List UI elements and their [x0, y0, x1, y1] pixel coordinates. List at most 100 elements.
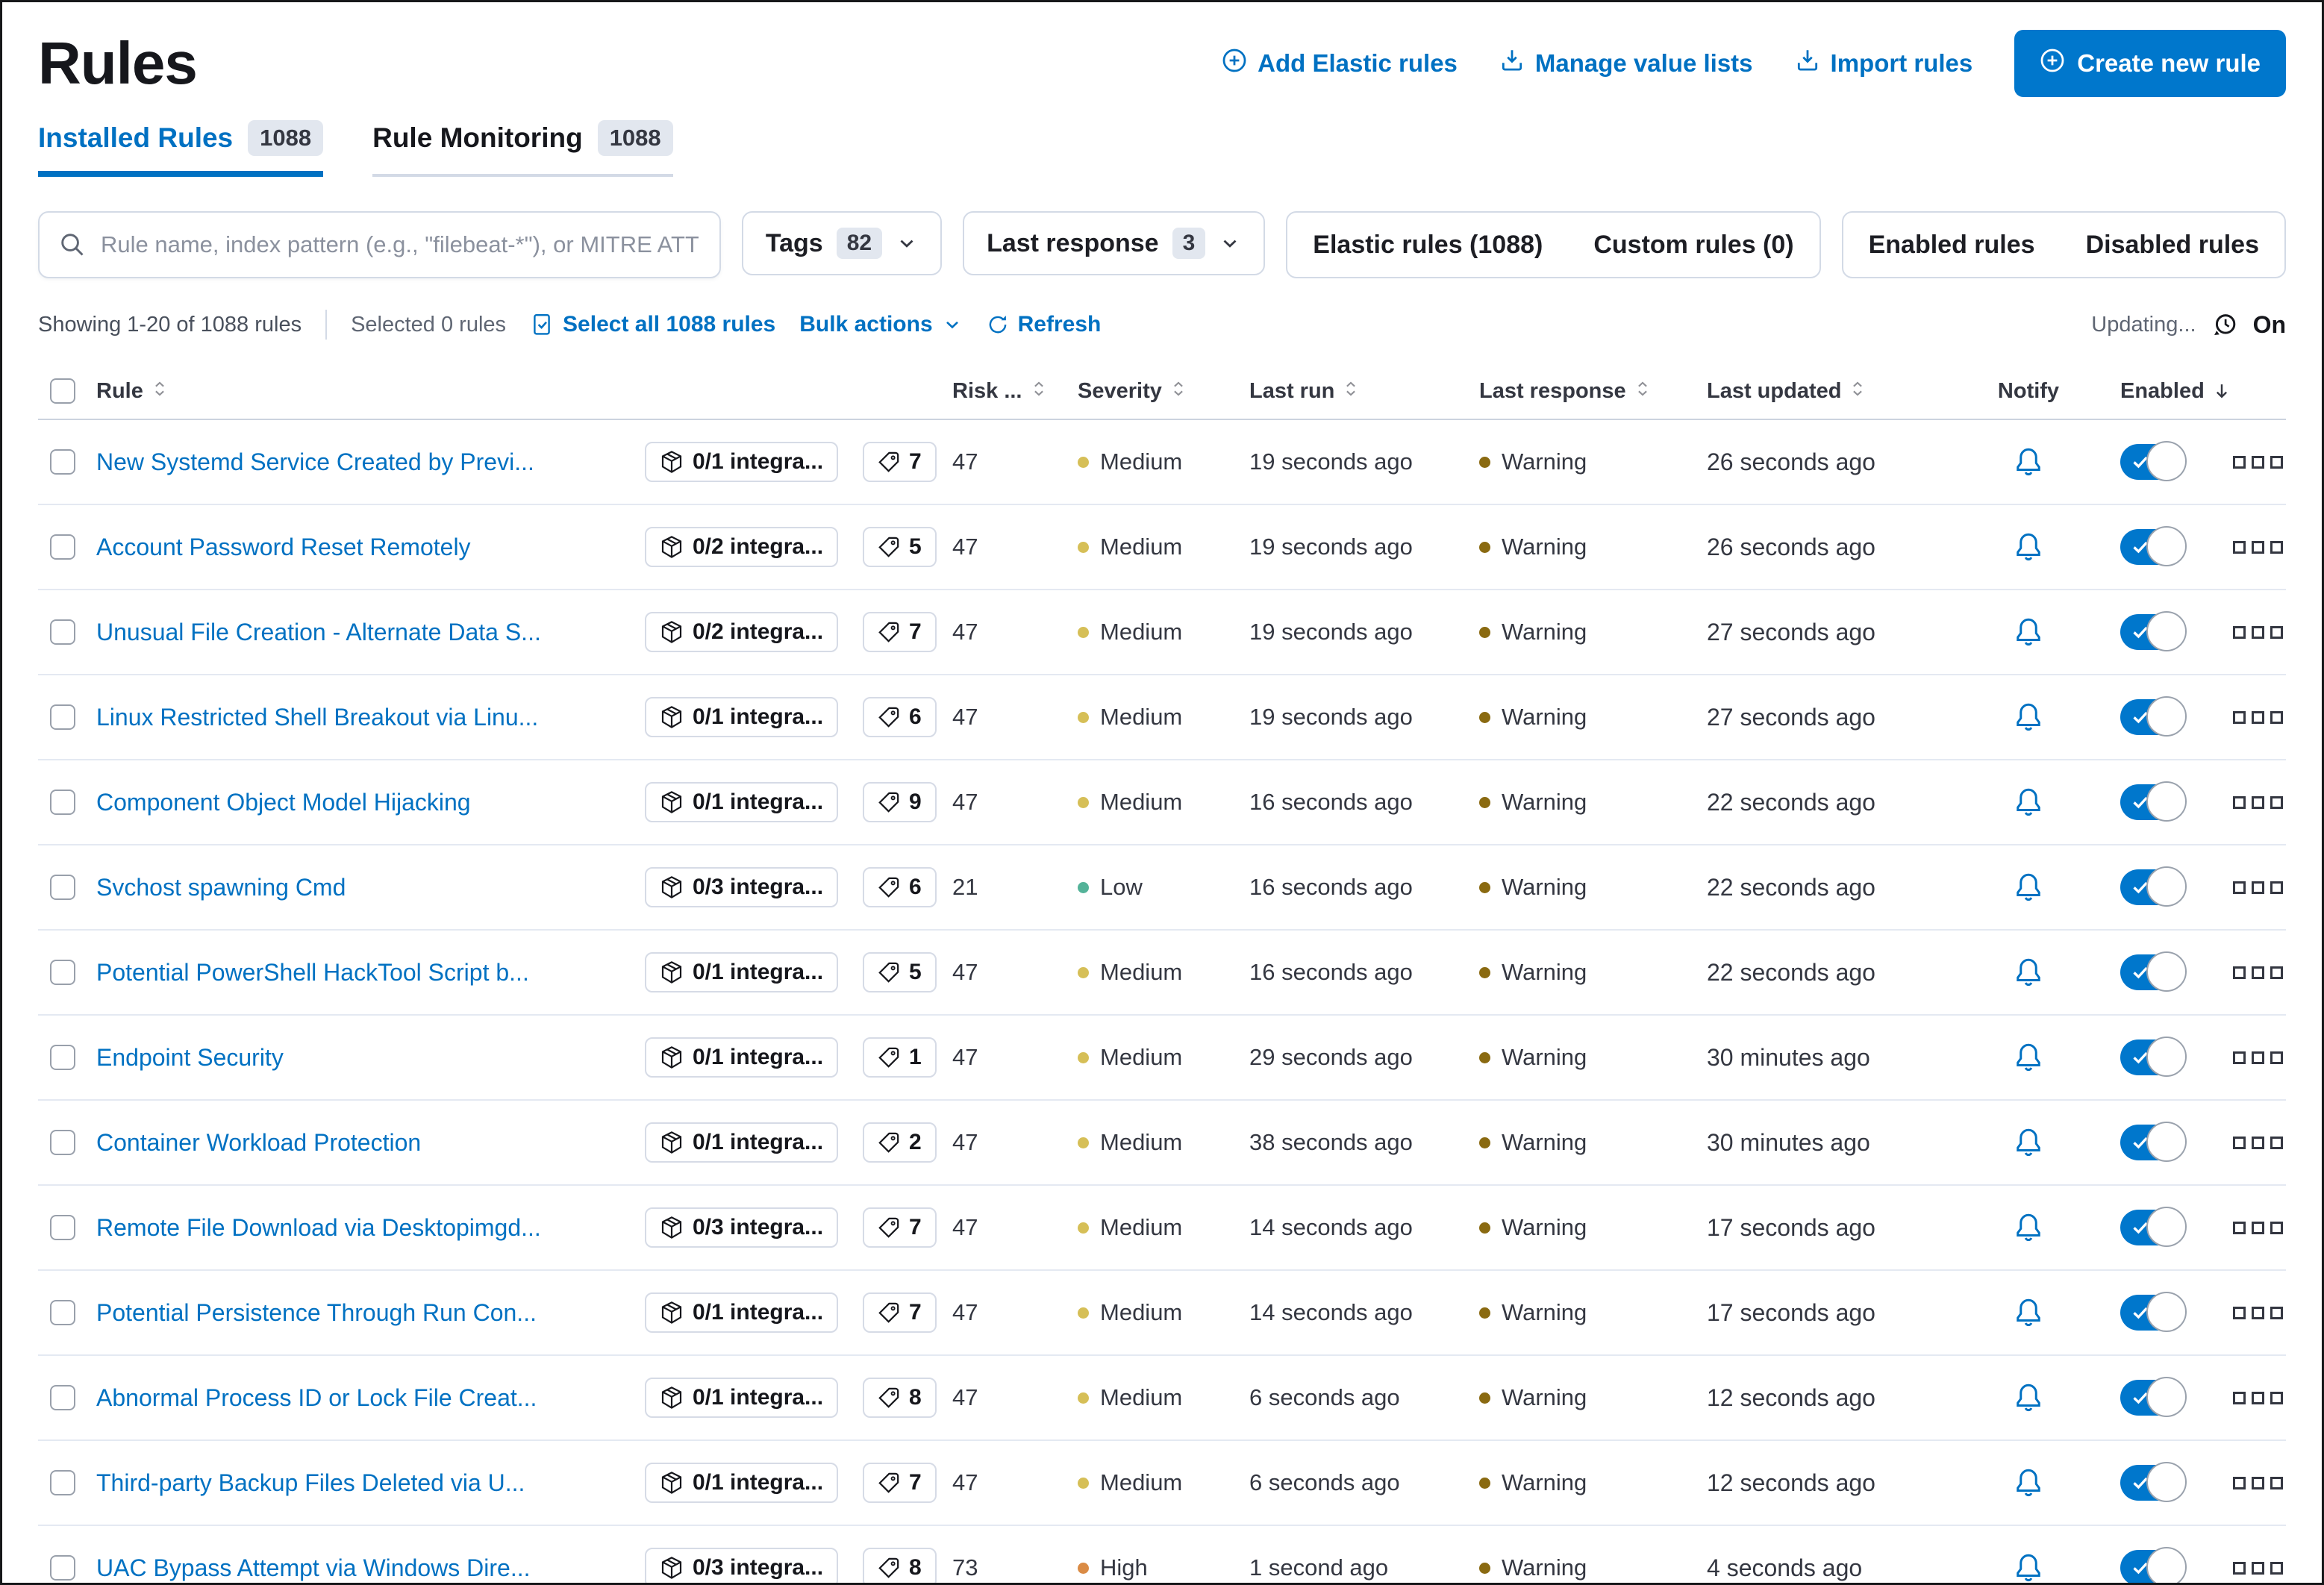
- add-elastic-rules-link[interactable]: Add Elastic rules: [1222, 48, 1458, 79]
- row-actions-button[interactable]: [2233, 966, 2283, 979]
- bulk-actions-button[interactable]: Bulk actions: [799, 312, 962, 337]
- enabled-toggle[interactable]: [2120, 441, 2187, 481]
- last-response-filter-button[interactable]: Last response 3: [963, 211, 1266, 275]
- column-header-risk-score[interactable]: Risk ...: [939, 379, 1064, 404]
- row-checkbox[interactable]: [50, 1555, 75, 1581]
- integrations-badge[interactable]: 0/3 integra...: [645, 867, 839, 907]
- search-input[interactable]: [99, 231, 700, 259]
- integrations-badge[interactable]: 0/3 integra...: [645, 1548, 839, 1583]
- select-all-rules-link[interactable]: Select all 1088 rules: [530, 312, 775, 337]
- row-checkbox[interactable]: [50, 1470, 75, 1495]
- rule-name-link[interactable]: Remote File Download via Desktopimgd...: [96, 1213, 541, 1241]
- tags-badge[interactable]: 5: [863, 527, 937, 567]
- tags-badge[interactable]: 7: [863, 612, 937, 652]
- tags-filter-button[interactable]: Tags 82: [741, 211, 943, 275]
- row-checkbox[interactable]: [50, 1215, 75, 1240]
- integrations-badge[interactable]: 0/1 integra...: [645, 952, 839, 992]
- row-checkbox[interactable]: [50, 534, 75, 560]
- row-actions-button[interactable]: [2233, 1051, 2283, 1064]
- rule-name-link[interactable]: Abnormal Process ID or Lock File Creat..…: [96, 1384, 537, 1411]
- column-header-enabled[interactable]: Enabled: [2095, 379, 2238, 404]
- rule-name-link[interactable]: Third-party Backup Files Deleted via U..…: [96, 1469, 525, 1496]
- rule-name-link[interactable]: Container Workload Protection: [96, 1128, 422, 1156]
- tags-badge[interactable]: 9: [863, 782, 937, 822]
- enabled-rules-filter-button[interactable]: Enabled rules: [1843, 213, 2061, 277]
- enabled-toggle[interactable]: [2120, 1377, 2187, 1417]
- rule-name-link[interactable]: Component Object Model Hijacking: [96, 788, 471, 816]
- enabled-toggle[interactable]: [2120, 1122, 2187, 1162]
- elastic-rules-filter-button[interactable]: Elastic rules (1088): [1287, 213, 1568, 277]
- row-checkbox[interactable]: [50, 704, 75, 730]
- rule-name-link[interactable]: Potential Persistence Through Run Con...: [96, 1298, 537, 1326]
- row-actions-button[interactable]: [2233, 1221, 2283, 1234]
- custom-rules-filter-button[interactable]: Custom rules (0): [1568, 213, 1819, 277]
- rule-name-link[interactable]: Linux Restricted Shell Breakout via Linu…: [96, 703, 539, 731]
- column-header-last-response[interactable]: Last response: [1466, 379, 1693, 404]
- tags-badge[interactable]: 8: [863, 1548, 937, 1583]
- tab-rule-monitoring[interactable]: Rule Monitoring 1088: [372, 120, 673, 177]
- column-header-last-run[interactable]: Last run: [1236, 379, 1466, 404]
- tab-installed-rules[interactable]: Installed Rules 1088: [38, 120, 324, 177]
- integrations-badge[interactable]: 0/1 integra...: [645, 1292, 839, 1333]
- disabled-rules-filter-button[interactable]: Disabled rules: [2061, 213, 2284, 277]
- tags-badge[interactable]: 5: [863, 952, 937, 992]
- enabled-toggle[interactable]: [2120, 1292, 2187, 1332]
- tags-badge[interactable]: 7: [863, 442, 937, 482]
- row-checkbox[interactable]: [50, 1045, 75, 1070]
- tags-badge[interactable]: 7: [863, 1207, 937, 1248]
- row-checkbox[interactable]: [50, 790, 75, 815]
- enabled-toggle[interactable]: [2120, 951, 2187, 992]
- integrations-badge[interactable]: 0/1 integra...: [645, 442, 839, 482]
- column-header-rule[interactable]: Rule: [84, 379, 633, 404]
- enabled-toggle[interactable]: [2120, 1207, 2187, 1247]
- row-actions-button[interactable]: [2233, 1476, 2283, 1489]
- manage-value-lists-link[interactable]: Manage value lists: [1499, 48, 1753, 79]
- tags-badge[interactable]: 8: [863, 1378, 937, 1418]
- integrations-badge[interactable]: 0/2 integra...: [645, 612, 839, 652]
- integrations-badge[interactable]: 0/1 integra...: [645, 697, 839, 737]
- enabled-toggle[interactable]: [2120, 611, 2187, 651]
- row-actions-button[interactable]: [2233, 1391, 2283, 1404]
- tags-badge[interactable]: 7: [863, 1463, 937, 1503]
- rule-name-link[interactable]: Unusual File Creation - Alternate Data S…: [96, 618, 541, 645]
- enabled-toggle[interactable]: [2120, 781, 2187, 822]
- import-rules-link[interactable]: Import rules: [1795, 48, 1972, 79]
- refresh-button[interactable]: Refresh: [987, 312, 1101, 337]
- integrations-badge[interactable]: 0/2 integra...: [645, 527, 839, 567]
- enabled-toggle[interactable]: [2120, 1547, 2187, 1583]
- row-actions-button[interactable]: [2233, 1136, 2283, 1149]
- integrations-badge[interactable]: 0/3 integra...: [645, 1207, 839, 1248]
- row-checkbox[interactable]: [50, 619, 75, 645]
- rule-name-link[interactable]: Potential PowerShell HackTool Script b..…: [96, 958, 529, 986]
- rule-name-link[interactable]: Account Password Reset Remotely: [96, 533, 471, 560]
- integrations-badge[interactable]: 0/1 integra...: [645, 1122, 839, 1163]
- column-header-severity[interactable]: Severity: [1064, 379, 1236, 404]
- enabled-toggle[interactable]: [2120, 526, 2187, 566]
- row-actions-button[interactable]: [2233, 1306, 2283, 1319]
- integrations-badge[interactable]: 0/1 integra...: [645, 1037, 839, 1078]
- integrations-badge[interactable]: 0/1 integra...: [645, 1463, 839, 1503]
- enabled-toggle[interactable]: [2120, 696, 2187, 737]
- row-checkbox[interactable]: [50, 1130, 75, 1155]
- row-actions-button[interactable]: [2233, 881, 2283, 894]
- integrations-badge[interactable]: 0/1 integra...: [645, 1378, 839, 1418]
- enabled-toggle[interactable]: [2120, 866, 2187, 907]
- row-checkbox[interactable]: [50, 875, 75, 900]
- tags-badge[interactable]: 7: [863, 1292, 937, 1333]
- enabled-toggle[interactable]: [2120, 1037, 2187, 1077]
- row-actions-button[interactable]: [2233, 625, 2283, 639]
- rule-name-link[interactable]: UAC Bypass Attempt via Windows Dire...: [96, 1554, 531, 1581]
- integrations-badge[interactable]: 0/1 integra...: [645, 782, 839, 822]
- row-checkbox[interactable]: [50, 1300, 75, 1325]
- time-refresh-icon[interactable]: [2211, 311, 2238, 338]
- enabled-toggle[interactable]: [2120, 1462, 2187, 1502]
- row-checkbox[interactable]: [50, 1385, 75, 1410]
- row-checkbox[interactable]: [50, 449, 75, 475]
- row-actions-button[interactable]: [2233, 455, 2283, 469]
- row-actions-button[interactable]: [2233, 540, 2283, 554]
- tags-badge[interactable]: 2: [863, 1122, 937, 1163]
- row-actions-button[interactable]: [2233, 710, 2283, 724]
- column-header-last-updated[interactable]: Last updated: [1693, 379, 1962, 404]
- rule-name-link[interactable]: New Systemd Service Created by Previ...: [96, 448, 534, 475]
- create-new-rule-button[interactable]: Create new rule: [2014, 30, 2286, 97]
